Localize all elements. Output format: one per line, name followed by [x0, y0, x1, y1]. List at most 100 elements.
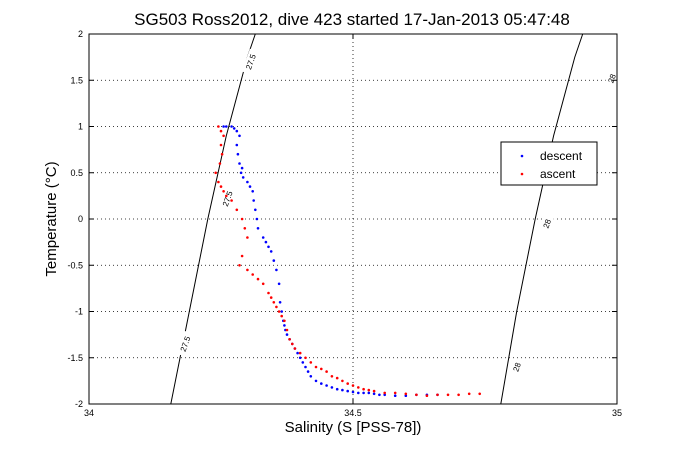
descent-point	[238, 162, 241, 165]
ascent-point	[404, 392, 408, 396]
descent-point	[277, 282, 281, 286]
legend-label-ascent: ascent	[540, 167, 576, 181]
ascent-point	[457, 393, 460, 397]
ascent-point	[436, 393, 439, 397]
descent-point	[362, 391, 365, 395]
ascent-point	[220, 152, 224, 156]
descent-point	[238, 134, 241, 138]
ascent-point	[393, 391, 397, 395]
descent-point	[246, 180, 249, 184]
contour-label: 28	[541, 218, 553, 230]
ascent-point	[214, 171, 217, 175]
ascent-point	[341, 379, 344, 383]
ascent-point	[261, 282, 265, 286]
y-tick-label: 0	[78, 214, 83, 224]
ascent-point	[219, 143, 223, 147]
ascent-point	[230, 199, 233, 202]
ascent-point	[272, 301, 276, 304]
descent-point	[304, 365, 307, 369]
ascent-point	[269, 296, 273, 299]
descent-point	[372, 392, 376, 396]
ascent-point	[415, 393, 418, 397]
descent-point	[239, 171, 243, 175]
ascent-point	[346, 382, 350, 385]
descent-point	[232, 127, 236, 130]
ascent-point	[478, 392, 482, 396]
descent-point	[330, 386, 334, 389]
descent-point	[280, 310, 284, 313]
ascent-point	[246, 236, 249, 239]
descent-point	[241, 176, 245, 179]
contour-label-bg	[509, 358, 524, 376]
legend-marker-descent	[520, 154, 524, 158]
y-axis-label: Temperature (°C)	[43, 161, 60, 276]
ascent-point	[367, 388, 371, 392]
ascent-point	[256, 277, 260, 281]
descent-point	[283, 324, 286, 327]
descent-point	[251, 190, 254, 193]
ascent-point	[304, 356, 307, 360]
ascent-point	[275, 305, 278, 309]
descent-point	[256, 227, 260, 230]
descent-point	[235, 143, 239, 147]
contour-label: 28	[606, 72, 618, 84]
descent-point	[357, 391, 360, 395]
descent-point	[404, 394, 408, 398]
descent-point	[306, 370, 310, 373]
ascent-point	[240, 217, 244, 221]
legend: descent ascent	[500, 141, 598, 186]
contour-label-bg	[218, 185, 237, 212]
y-tick-label: 0.5	[70, 168, 83, 178]
y-tick-label: -2	[75, 399, 83, 409]
y-tick-label: 2	[78, 29, 83, 39]
ascent-point	[446, 393, 450, 397]
descent-point	[252, 199, 255, 202]
descent-point	[248, 185, 252, 188]
descent-point	[325, 384, 328, 387]
contour-label-bg	[241, 48, 260, 75]
chart-title: SG503 Ross2012, dive 423 started 17-Jan-…	[134, 10, 570, 29]
ascent-point	[235, 208, 239, 212]
ascent-point	[267, 291, 270, 295]
legend-label-descent: descent	[540, 149, 583, 163]
ascent-point	[283, 319, 286, 323]
descent-point	[351, 390, 355, 394]
descent-point	[222, 125, 225, 128]
axis-ticks: 34 34.5 35 -2 -1.5 -1 -0.5 0 0.5 1 1.5 2	[67, 29, 622, 418]
ascent-point	[362, 387, 365, 391]
descent-point	[261, 236, 265, 239]
ascent-point	[218, 162, 222, 165]
ascent-point	[277, 310, 281, 313]
ascent-point	[335, 376, 339, 380]
descent-point	[255, 217, 259, 221]
descent-point	[254, 208, 257, 212]
descent-point	[235, 129, 239, 133]
y-tick-label: 1	[78, 122, 83, 132]
ascent-point	[217, 125, 220, 128]
descent-point	[275, 268, 278, 272]
ascent-point	[309, 361, 313, 364]
x-axis-label: Salinity (S [PSS-78])	[285, 419, 422, 436]
y-tick-label: -1.5	[67, 353, 83, 363]
ascent-point	[293, 347, 297, 350]
y-tick-label: -0.5	[67, 260, 83, 270]
x-tick-label: 35	[612, 408, 622, 418]
ascent-point	[357, 386, 360, 389]
descent-point	[278, 301, 282, 304]
ascent-point	[225, 194, 228, 198]
descent-point	[236, 152, 240, 156]
descent-point	[272, 259, 276, 262]
ascent-point	[251, 273, 254, 276]
descent-point	[367, 391, 371, 395]
ascent-point	[219, 185, 223, 188]
descent-point	[269, 250, 273, 253]
contour-label-bg	[539, 215, 554, 232]
ascent-point	[240, 254, 244, 258]
ascent-point	[330, 375, 334, 378]
ascent-point	[425, 394, 429, 398]
contour-label-bg	[604, 70, 619, 87]
contour-label-bg	[176, 330, 194, 357]
descent-point	[346, 389, 350, 393]
descent-point	[320, 382, 323, 385]
